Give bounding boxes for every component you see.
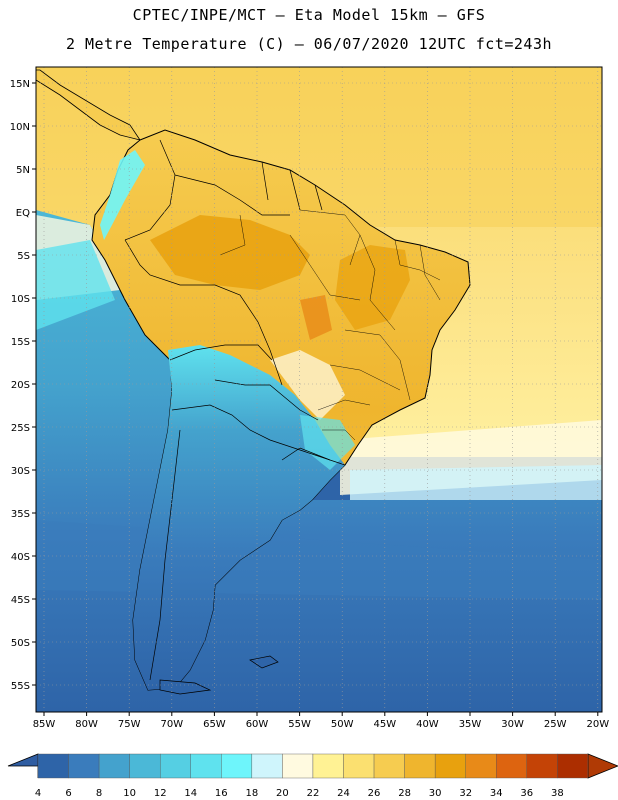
colorbar-swatch [557,753,589,779]
colorbar-swatch [496,753,527,779]
colorbar-swatch [221,753,253,779]
colorbar-label: 26 [368,788,381,799]
colorbar-label: 38 [551,788,564,799]
colorbar-swatch [526,753,558,779]
colorbar-swatch [312,753,344,779]
amazon-hot-core [150,215,310,290]
longitude-label: 60W [246,719,269,730]
colorbar-label: 32 [459,788,472,799]
colorbar-label: 14 [184,788,197,799]
latitude-labels: 15N 10N 5N EQ 5S 10S 15S 20S 25S 30S 35S 40S 45S 50S 5… [10,79,30,692]
colorbar-label: 20 [276,788,289,799]
map-frame [35,66,603,713]
brazil-interior-hot [335,245,410,330]
colorbar-swatch [373,753,405,779]
ocean-pacific-cyan [36,240,115,330]
tierra-del-fuego [159,679,212,695]
colorbar-low-arrow [7,753,39,778]
longitude-label: 50W [331,719,354,730]
colorbar-label: 24 [337,788,350,799]
uruguay-cool [300,415,355,470]
latitude-label: 10S [11,294,30,305]
latitude-label: 10N [10,122,30,133]
longitude-label: 35W [459,719,482,730]
latitude-label: 50S [11,638,30,649]
hotspot-central-brazil [300,295,332,340]
latitude-label: 5S [17,251,30,262]
colorbar-swatch [404,753,436,779]
longitude-label: 65W [203,719,226,730]
colorbar-label: 18 [245,788,258,799]
longitude-labels: 85W 80W 75W 70W 65W 60W 55W 50W 45W 40W 35W 30W 25W 2… [33,719,610,730]
colorbar-label: 36 [520,788,533,799]
colorbar-swatch [434,753,466,779]
colorbar-label: 34 [490,788,503,799]
longitude-label: 40W [416,719,439,730]
colorbar-swatch [465,753,497,779]
colorbar: 4 6 8 10 12 14 16 18 20 22 24 26 28 30 32 34 36 38 [7,753,618,799]
colorbar-swatch [98,753,130,779]
map-subtitle: 2 Metre Temperature (C) – 06/07/2020 12U… [65,35,553,53]
southern-cone-cold [133,345,345,690]
colorbar-label: 8 [96,788,102,799]
longitude-label: 85W [33,719,56,730]
map-title: CPTEC/INPE/MCT – Eta Model 15km – GFS [132,6,486,24]
ocean-cool-edge-atlantic [350,465,602,500]
colorbar-label: 30 [429,788,442,799]
colorbar-label: 22 [307,788,320,799]
state-borders [219,209,441,441]
map-field [36,67,602,712]
longitude-label: 75W [118,719,141,730]
longitude-label: 45W [373,719,396,730]
longitude-label: 80W [75,719,98,730]
colorbar-label: 12 [154,788,167,799]
latitude-label: 5N [16,165,30,176]
colorbar-swatch [37,753,69,779]
colorbar-swatch [190,753,222,779]
colorbar-label: 4 [35,788,41,799]
colorbar-high-arrow [587,753,618,779]
latitude-label: 30S [11,466,30,477]
longitude-label: 30W [501,719,524,730]
latitude-label: 55S [11,681,30,692]
latitude-label: 40S [11,552,30,563]
axis-ticks [32,82,599,716]
colorbar-swatch [282,753,314,779]
longitude-label: 25W [544,719,567,730]
colorbar-swatch [343,753,375,779]
latitude-label: 45S [11,595,30,606]
colorbar-swatch [129,753,161,779]
longitude-label: 20W [586,719,609,730]
andes-north-cool [100,150,145,240]
colorbar-label: 6 [65,788,71,799]
latitude-label: 35S [11,509,30,520]
colorbar-label: 28 [398,788,411,799]
latitude-label: EQ [16,208,30,219]
longitude-label: 70W [160,719,183,730]
colorbar-swatch [68,753,100,779]
colorbar-label: 16 [215,788,228,799]
latitude-label: 25S [11,423,30,434]
latitude-label: 15S [11,337,30,348]
longitude-label: 55W [288,719,311,730]
latitude-label: 20S [11,380,30,391]
colorbar-swatch [251,753,283,779]
south-brazil-transition [270,350,345,420]
latitude-label: 15N [10,79,30,90]
central-america [36,69,141,141]
colorbar-swatch [159,753,191,779]
colorbar-label: 10 [123,788,136,799]
